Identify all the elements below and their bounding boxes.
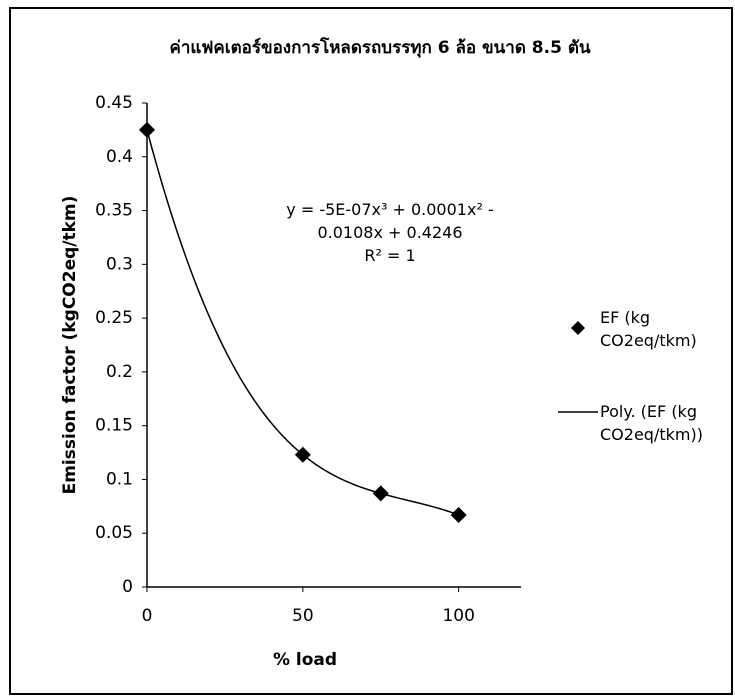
y-tick-label: 0.35 xyxy=(95,201,133,221)
legend-label: EF (kg CO2eq/tkm) xyxy=(600,306,730,352)
x-tick-label: 50 xyxy=(292,606,314,626)
page: ค่าแฟคเตอร์ของการโหลดรถบรรทุก 6 ล้อ ขนาด… xyxy=(0,0,735,699)
y-tick-label: 0 xyxy=(122,577,133,597)
y-tick-label: 0.2 xyxy=(106,362,133,382)
x-tick-label: 100 xyxy=(442,606,474,626)
y-tick-label: 0.4 xyxy=(106,147,133,167)
chart-title: ค่าแฟคเตอร์ของการโหลดรถบรรทุก 6 ล้อ ขนาด… xyxy=(170,37,591,58)
y-axis-title: Emission factor (kgCO2eq/tkm) xyxy=(60,196,80,495)
x-axis-title: % load xyxy=(273,650,337,670)
y-tick-label: 0.15 xyxy=(95,416,133,436)
y-tick-label: 0.3 xyxy=(106,254,133,274)
r-squared: R² = 1 xyxy=(255,244,525,267)
y-tick-label: 0.45 xyxy=(95,93,133,113)
y-tick-label: 0.1 xyxy=(106,469,133,489)
x-tick-label: 0 xyxy=(142,606,153,626)
y-tick-label: 0.25 xyxy=(95,308,133,328)
legend-label: Poly. (EF (kg CO2eq/tkm)) xyxy=(600,400,730,446)
y-tick-label: 0.05 xyxy=(95,523,133,543)
trend-equation: y = -5E-07x³ + 0.0001x² - 0.0108x + 0.42… xyxy=(255,198,525,244)
